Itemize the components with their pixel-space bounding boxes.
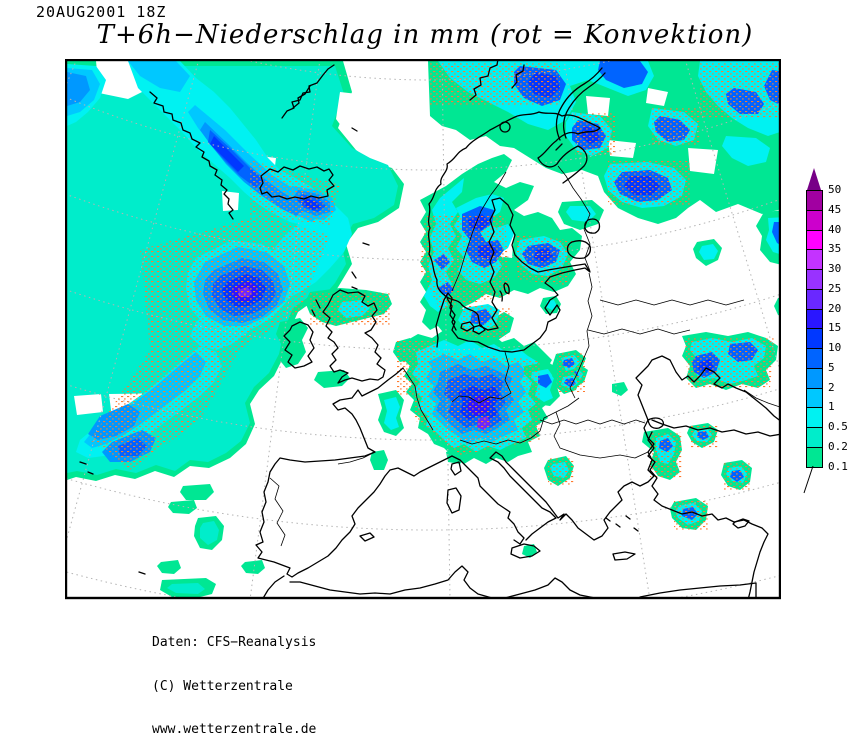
legend-tick-label: 25	[828, 281, 842, 295]
legend-segment	[807, 387, 822, 408]
coast-black-sea	[635, 355, 780, 477]
coast-novaya-zemlya	[555, 67, 603, 141]
legend-segment	[807, 407, 822, 427]
legend-segment	[807, 209, 822, 230]
legend-tick-label: 0.1	[828, 459, 848, 473]
coast-norway-kola	[427, 111, 601, 298]
legend-tick-label: 5	[828, 360, 835, 374]
graticule-grid	[66, 60, 780, 599]
legend-tick-label: 15	[828, 321, 842, 335]
legend-tick-label: 0.2	[828, 439, 848, 453]
legend-tick-label: 30	[828, 262, 842, 275]
coast-italy	[451, 451, 557, 545]
footer-data-source: Daten: CFS−Reanalysis	[152, 635, 317, 650]
precipitation-legend: 50 45 40 35 30 25 20 15 10 5 2 1 0.5 0.2 0.1	[803, 168, 850, 508]
lake-onega	[584, 218, 601, 234]
legend-segment	[807, 446, 822, 467]
coast-turkey	[647, 417, 780, 599]
footer-website: www.wetterzentrale.de	[152, 722, 317, 737]
coast-iceland	[259, 165, 335, 200]
coast-greece	[551, 475, 655, 541]
coast-north-africa	[261, 565, 757, 599]
footer-credits: Daten: CFS−Reanalysis (C) Wetterzentrale…	[152, 607, 316, 752]
coast-svalbard	[469, 60, 499, 101]
map-frame	[65, 59, 781, 600]
legend-arrow-icon	[806, 168, 821, 190]
legend-tail-line	[803, 466, 814, 494]
coast-west-europe	[255, 367, 453, 578]
datetime-label: 20AUG2001 18Z	[36, 3, 167, 21]
map-svg	[65, 59, 781, 600]
country-borders	[269, 165, 780, 547]
coastlines	[79, 60, 780, 599]
map-container	[65, 59, 781, 600]
legend-segment	[807, 269, 822, 289]
legend-tick-label: 2	[828, 380, 835, 394]
legend-segment	[807, 427, 822, 447]
legend-tick-label: 0.5	[828, 420, 848, 433]
legend-tick-label: 40	[828, 222, 842, 236]
lake-ladoga	[566, 240, 592, 260]
legend-segment	[807, 288, 822, 309]
legend-tick-label: 45	[828, 202, 842, 216]
legend-tick-label: 10	[828, 341, 842, 354]
legend-tick-label: 1	[828, 400, 835, 414]
legend-segment	[807, 328, 822, 348]
legend-bar	[806, 190, 823, 468]
legend-segment	[807, 348, 822, 368]
legend-segment	[807, 191, 822, 210]
legend-segment	[807, 367, 822, 388]
legend-tick-label: 50	[828, 183, 842, 196]
coast-greenland-se	[149, 91, 234, 220]
legend-segment	[807, 308, 822, 329]
legend-tick-label: 20	[828, 301, 842, 315]
weather-map-page: { "header": { "datetime": "20AUG2001 18Z…	[36, 3, 850, 737]
coast-denmark	[435, 292, 457, 348]
coast-sicily-sardinia	[359, 461, 541, 559]
legend-segment	[807, 249, 822, 269]
coast-great-britain	[322, 289, 386, 384]
coast-ireland	[283, 321, 315, 369]
convection-stipple-layer	[90, 62, 780, 530]
footer-copyright: (C) Wetterzentrale	[152, 678, 293, 694]
legend-segment	[807, 229, 822, 250]
map-title: T+6h−Niederschlag in mm (rot = Konvektio…	[96, 20, 754, 50]
coast-baltic	[446, 197, 591, 353]
legend-tick-label: 35	[828, 242, 842, 256]
